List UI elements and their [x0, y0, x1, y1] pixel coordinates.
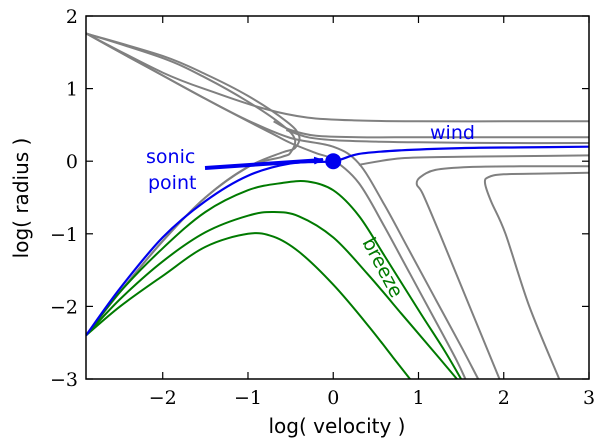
gray-curve-3: [86, 32, 297, 337]
gray-curve-6: [285, 129, 589, 145]
gray-curve-7: [358, 154, 589, 166]
y-tick-label: −3: [50, 369, 78, 391]
x-tick-label: −2: [149, 387, 177, 409]
ticks-layer: [86, 15, 590, 380]
gray-curve-1: [86, 32, 480, 379]
gray-curve-9: [483, 171, 589, 379]
annotation-wind: wind: [430, 122, 475, 144]
annotation-sonic: sonic: [146, 146, 195, 168]
y-axis-label: log( radius ): [9, 138, 33, 259]
x-tick-label: 0: [327, 387, 339, 409]
y-tick-label: 0: [66, 151, 78, 173]
gray-curve-4: [86, 32, 589, 123]
green-curve-11: [86, 210, 458, 379]
annotation-point: point: [148, 172, 196, 194]
curves-layer: [86, 32, 589, 379]
y-tick-label: −2: [50, 296, 78, 318]
x-tick-label: 2: [498, 387, 510, 409]
x-tick-label: 1: [412, 387, 424, 409]
plot-frame: [85, 15, 590, 380]
gray-curve-0: [86, 32, 467, 379]
x-tick-label: −1: [234, 387, 262, 409]
tick-labels-layer: −2 −1 0 1 2 3 −3 −2 −1 0 1 2: [50, 6, 595, 409]
green-curve-10: [86, 180, 462, 379]
x-tick-label: 3: [583, 387, 595, 409]
x-axis-label: log( velocity ): [269, 414, 406, 438]
y-tick-label: 2: [66, 6, 78, 28]
gray-curve-8: [415, 165, 589, 379]
green-curve-12: [86, 232, 411, 379]
sonic-point-arrow: [204, 156, 324, 170]
y-tick-label: −1: [50, 224, 78, 246]
y-tick-label: 1: [66, 79, 78, 101]
gray-curve-5: [273, 120, 589, 139]
sonic-point-marker: [325, 153, 342, 170]
